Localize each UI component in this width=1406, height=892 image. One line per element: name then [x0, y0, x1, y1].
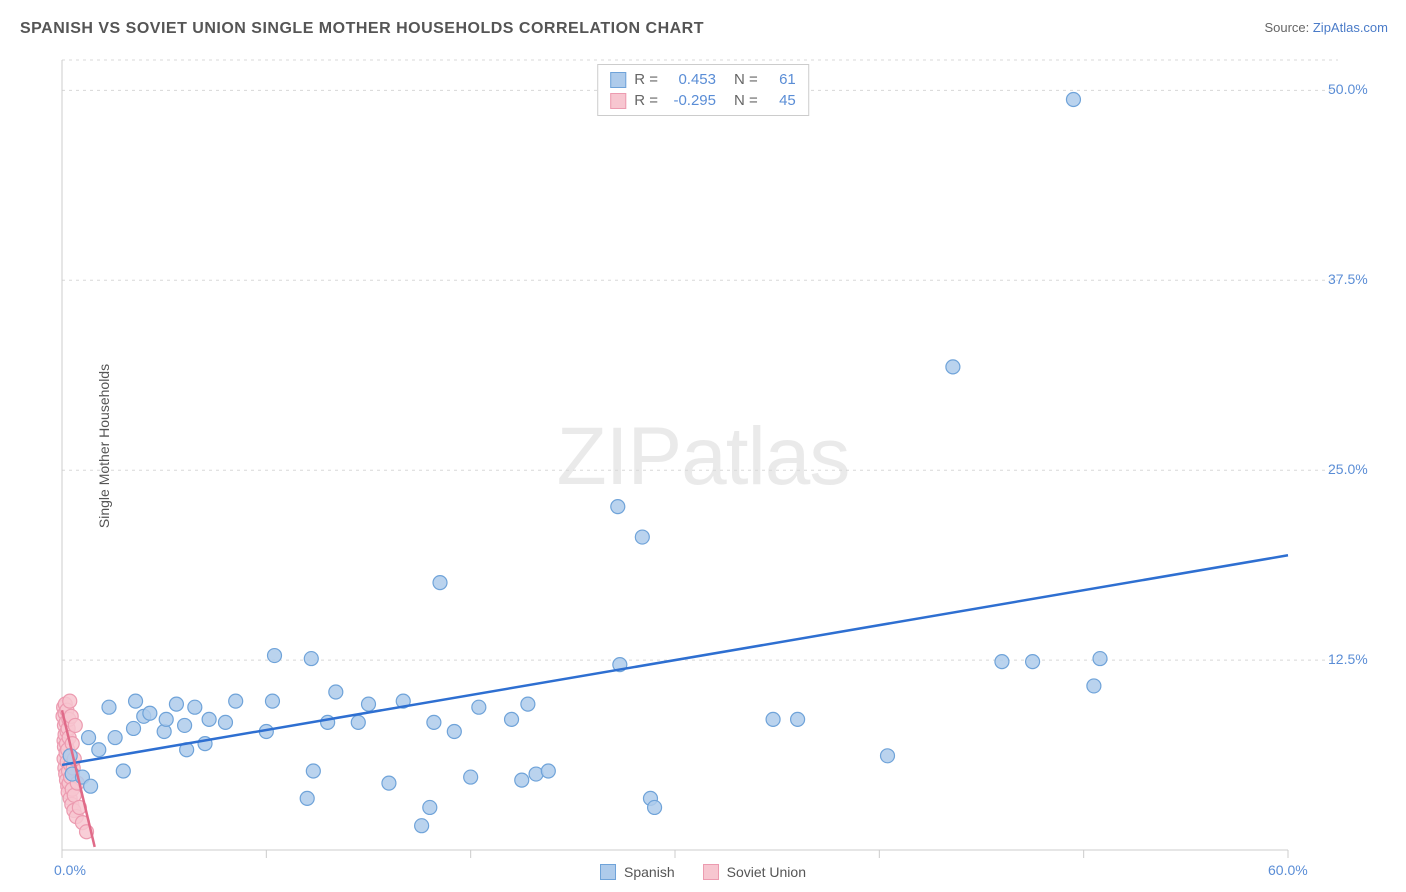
series-swatch: [610, 72, 626, 88]
data-point: [1093, 652, 1107, 666]
data-point: [1087, 679, 1101, 693]
data-point: [447, 725, 461, 739]
data-point: [995, 655, 1009, 669]
data-point: [427, 715, 441, 729]
r-value: 0.453: [666, 71, 716, 88]
stats-row: R = 0.453 N = 61: [610, 69, 796, 90]
data-point: [300, 791, 314, 805]
series-swatch: [610, 93, 626, 109]
data-point: [505, 712, 519, 726]
data-point: [178, 718, 192, 732]
data-point: [127, 721, 141, 735]
data-point: [515, 773, 529, 787]
legend-item: Soviet Union: [703, 864, 806, 880]
data-point: [415, 819, 429, 833]
plot-area: [62, 60, 1288, 850]
x-tick-label: 60.0%: [1268, 862, 1308, 878]
source-link[interactable]: ZipAtlas.com: [1313, 20, 1388, 35]
data-point: [304, 652, 318, 666]
data-point: [169, 697, 183, 711]
data-point: [229, 694, 243, 708]
data-point: [648, 800, 662, 814]
source-attribution: Source: ZipAtlas.com: [1264, 20, 1388, 35]
data-point: [946, 360, 960, 374]
n-value: 61: [766, 71, 796, 88]
data-point: [472, 700, 486, 714]
n-label: N =: [734, 71, 758, 88]
data-point: [423, 800, 437, 814]
r-label: R =: [634, 92, 658, 109]
legend-swatch: [600, 864, 616, 880]
y-tick-label: 37.5%: [1328, 271, 1368, 287]
data-point: [464, 770, 478, 784]
r-label: R =: [634, 71, 658, 88]
data-point: [306, 764, 320, 778]
data-point: [188, 700, 202, 714]
chart-container: SPANISH VS SOVIET UNION SINGLE MOTHER HO…: [0, 0, 1406, 892]
chart-title: SPANISH VS SOVIET UNION SINGLE MOTHER HO…: [20, 20, 704, 38]
data-point: [84, 779, 98, 793]
legend-swatch: [703, 864, 719, 880]
data-point: [116, 764, 130, 778]
data-point: [351, 715, 365, 729]
r-value: -0.295: [666, 92, 716, 109]
y-tick-label: 25.0%: [1328, 461, 1368, 477]
source-prefix: Source:: [1264, 20, 1312, 35]
data-point: [63, 694, 77, 708]
data-point: [143, 706, 157, 720]
y-tick-label: 12.5%: [1328, 651, 1368, 667]
data-point: [382, 776, 396, 790]
legend-label: Soviet Union: [727, 864, 806, 880]
data-point: [541, 764, 555, 778]
data-point: [362, 697, 376, 711]
data-point: [791, 712, 805, 726]
data-point: [108, 731, 122, 745]
data-point: [159, 712, 173, 726]
legend-item: Spanish: [600, 864, 675, 880]
data-point: [102, 700, 116, 714]
n-value: 45: [766, 92, 796, 109]
data-point: [82, 731, 96, 745]
data-point: [92, 743, 106, 757]
legend: Spanish Soviet Union: [600, 864, 806, 880]
data-point: [218, 715, 232, 729]
data-point: [881, 749, 895, 763]
data-point: [68, 718, 82, 732]
data-point: [129, 694, 143, 708]
data-point: [265, 694, 279, 708]
data-point: [1066, 93, 1080, 107]
data-point: [329, 685, 343, 699]
stats-box: R = 0.453 N = 61 R = -0.295 N = 45: [597, 64, 809, 116]
data-point: [635, 530, 649, 544]
scatter-plot-svg: [62, 60, 1288, 850]
data-point: [521, 697, 535, 711]
data-point: [611, 500, 625, 514]
data-point: [1026, 655, 1040, 669]
legend-label: Spanish: [624, 864, 675, 880]
data-point: [202, 712, 216, 726]
y-tick-label: 50.0%: [1328, 81, 1368, 97]
data-point: [766, 712, 780, 726]
n-label: N =: [734, 92, 758, 109]
stats-row: R = -0.295 N = 45: [610, 90, 796, 111]
x-tick-label: 0.0%: [54, 862, 86, 878]
data-point: [433, 576, 447, 590]
data-point: [268, 649, 282, 663]
